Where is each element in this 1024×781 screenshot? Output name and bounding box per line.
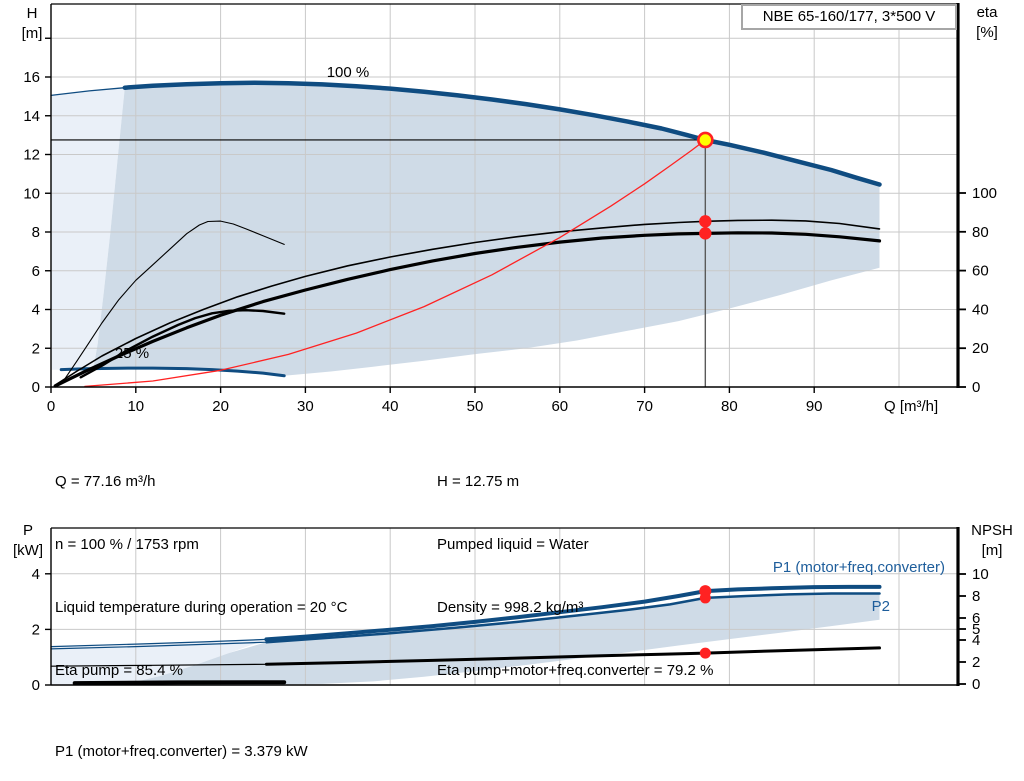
p2-point (699, 592, 711, 604)
y-right-tick-label: 40 (972, 301, 989, 318)
npsh-curve (264, 646, 881, 666)
qh-100pct-curve (122, 80, 882, 187)
y-left-tick-label: 14 (23, 108, 40, 125)
duty-point (697, 131, 714, 149)
eta-axis-label-symbol: eta (976, 4, 998, 21)
p1-value-text: P1 (motor+freq.converter) = 3.379 kW (55, 743, 308, 760)
q-axis-label: Q [m³/h] (884, 398, 939, 415)
speed-25pct-label: 25 % (115, 345, 149, 362)
power-data-block: P1 (motor+freq.converter) = 3.379 kW P2 … (55, 699, 308, 781)
qh-100pct-lead (50, 87, 126, 97)
density-text: Density = 998.2 kg/m³ (437, 599, 584, 616)
x-tick-label: 0 (47, 398, 55, 415)
operating-range-region (93, 82, 880, 376)
npsh-axis-label: NPSH [m] (962, 521, 1022, 561)
y-right-tick-label: 80 (972, 224, 989, 241)
npsh-axis-label-unit: [m] (981, 542, 1003, 559)
power-operating-region (117, 593, 880, 685)
x-tick-label: 40 (382, 398, 399, 415)
y-right-tick-label: 0 (972, 379, 980, 396)
x-tick-label: 90 (806, 398, 823, 415)
y-left-tick-label: 8 (32, 224, 40, 241)
eta-total-100pct (53, 231, 882, 388)
y-right-tick-label: 6 (972, 610, 980, 627)
y-left-tick-label: 0 (32, 379, 40, 396)
eta-pump-100pct (54, 219, 881, 386)
h-axis-label-symbol: H (26, 5, 38, 22)
y-left-tick-label: 16 (23, 69, 40, 86)
eta-total-text: Eta pump+motor+freq.converter = 79.2 % (437, 662, 714, 679)
p1-lead (50, 638, 267, 648)
p-axis-label: P [kW] (4, 521, 52, 561)
y-right-tick-label: 10 (972, 566, 989, 583)
speed-100pct-label: 100 % (327, 64, 370, 81)
power-full-range-region (51, 639, 267, 685)
h-value-text: H = 12.75 m (437, 473, 520, 490)
operating-data-right: H = 12.75 m Pumped liquid = Water Densit… (437, 429, 713, 723)
y-left-tick-label: 2 (32, 340, 40, 357)
p1-curve-label: P1 (motor+freq.converter) (773, 559, 945, 576)
npsh-axis-label-symbol: NPSH (971, 522, 1013, 539)
y-right-tick-label: 100 (972, 185, 997, 202)
y-right-tick-label: 5 (972, 621, 980, 638)
p2-curve-label: P2 (872, 598, 890, 615)
y-left-tick-label: 10 (23, 185, 40, 202)
y-right-tick-label: 8 (972, 588, 980, 605)
q-value-text: Q = 77.16 m³/h (55, 473, 156, 490)
y-left-tick-label: 4 (32, 566, 40, 583)
system-curve (84, 139, 706, 388)
eta-axis-label-unit: [%] (976, 24, 998, 41)
p-axis-label-unit: [kW] (13, 542, 43, 559)
y-right-tick-label: 0 (972, 676, 980, 693)
liquid-temp-text: Liquid temperature during operation = 20… (55, 599, 348, 616)
x-tick-label: 50 (467, 398, 484, 415)
full-range-region (51, 87, 125, 370)
h-axis-label-unit: [m] (21, 25, 43, 42)
eta-pump-text: Eta pump = 85.4 % (55, 662, 183, 679)
p-axis-label-symbol: P (22, 522, 33, 539)
x-tick-label: 10 (127, 398, 144, 415)
speed-value-text: n = 100 % / 1753 rpm (55, 536, 199, 553)
operating-data-left: Q = 77.16 m³/h n = 100 % / 1753 rpm Liqu… (55, 429, 347, 723)
y-left-tick-label: 6 (32, 263, 40, 280)
y-right-tick-label: 60 (972, 263, 989, 280)
h-axis-label: H [m] (12, 4, 52, 44)
pump-title-box: NBE 65-160/177, 3*500 V (741, 4, 957, 30)
p2-lead (50, 641, 267, 650)
npsh-lead (50, 663, 267, 667)
x-tick-label: 20 (212, 398, 229, 415)
eta-pump-25pct (64, 220, 285, 380)
x-tick-label: 80 (721, 398, 738, 415)
x-tick-label: 60 (551, 398, 568, 415)
y-left-tick-label: 2 (32, 621, 40, 638)
p2-curve (265, 592, 881, 644)
y-right-tick-label: 4 (972, 632, 980, 649)
y-left-tick-label: 4 (32, 302, 40, 319)
y-left-tick-label: 0 (32, 677, 40, 694)
eta-total-point (699, 227, 712, 240)
eta-pump-point (699, 215, 712, 228)
y-right-tick-label: 2 (972, 654, 980, 671)
x-tick-label: 30 (297, 398, 314, 415)
low-speed-power-line (72, 680, 287, 686)
x-tick-label: 70 (636, 398, 653, 415)
p1-curve (264, 584, 882, 642)
eta-axis-label: eta [%] (963, 3, 1011, 43)
y-left-tick-label: 12 (23, 147, 40, 164)
npsh-point (699, 647, 711, 659)
pumped-liquid-text: Pumped liquid = Water (437, 536, 589, 553)
y-right-tick-label: 20 (972, 340, 989, 357)
